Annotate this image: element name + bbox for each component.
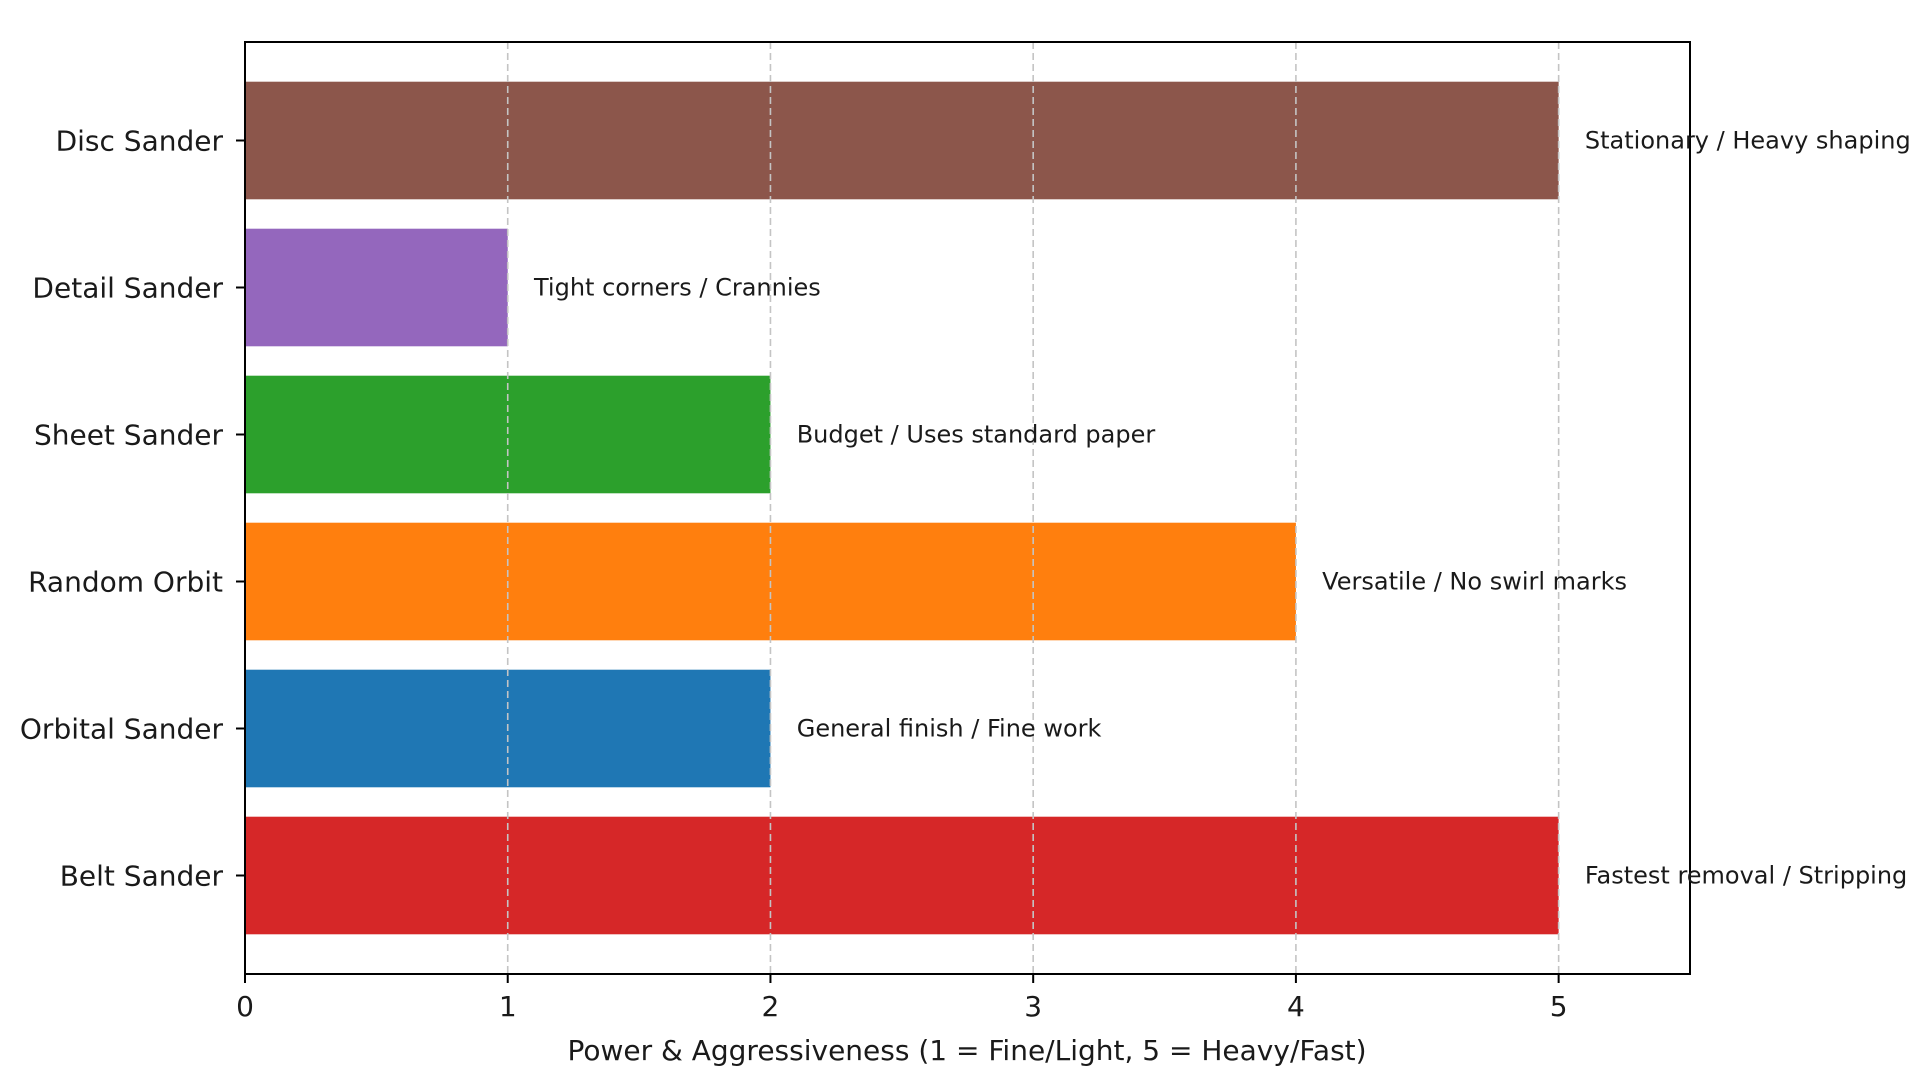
x-axis-label: Power & Aggressiveness (1 = Fine/Light, … xyxy=(567,1034,1366,1067)
bar-annotations: Fastest removal / Stripping General finis… xyxy=(533,127,1911,890)
x-tick-label: 2 xyxy=(762,990,780,1023)
axes-frame xyxy=(244,41,1691,975)
y-tick-label: Sheet Sander xyxy=(34,419,224,452)
bar-annotation: Tight corners / Crannies xyxy=(533,274,821,302)
bar-belt-sander xyxy=(245,816,1559,935)
x-tick-label: 0 xyxy=(236,990,254,1023)
y-tick-label: Detail Sander xyxy=(32,272,223,305)
x-axis: 0 1 2 3 4 5 xyxy=(236,974,1568,1023)
bar-disc-sander xyxy=(245,81,1559,200)
x-tick-label: 5 xyxy=(1550,990,1568,1023)
x-tick-label: 3 xyxy=(1024,990,1042,1023)
x-tick-label: 1 xyxy=(499,990,517,1023)
y-tick-label: Random Orbit xyxy=(28,566,223,599)
bar-annotation: General finish / Fine work xyxy=(797,715,1102,743)
y-tick-label: Orbital Sander xyxy=(20,713,224,746)
y-tick-label: Disc Sander xyxy=(56,125,224,158)
bar-annotation: Stationary / Heavy shaping xyxy=(1585,127,1911,155)
y-axis: Belt Sander Orbital Sander Random Orbit She… xyxy=(20,125,245,893)
x-tick-label: 4 xyxy=(1287,990,1305,1023)
bar-annotation: Budget / Uses standard paper xyxy=(797,421,1156,449)
bar-annotation: Versatile / No swirl marks xyxy=(1322,568,1627,596)
bar-detail-sander xyxy=(245,228,508,347)
y-tick-label: Belt Sander xyxy=(60,860,224,893)
bars-layer xyxy=(245,81,1559,935)
bar-annotation: Fastest removal / Stripping xyxy=(1585,862,1907,890)
gridlines xyxy=(506,42,1560,974)
